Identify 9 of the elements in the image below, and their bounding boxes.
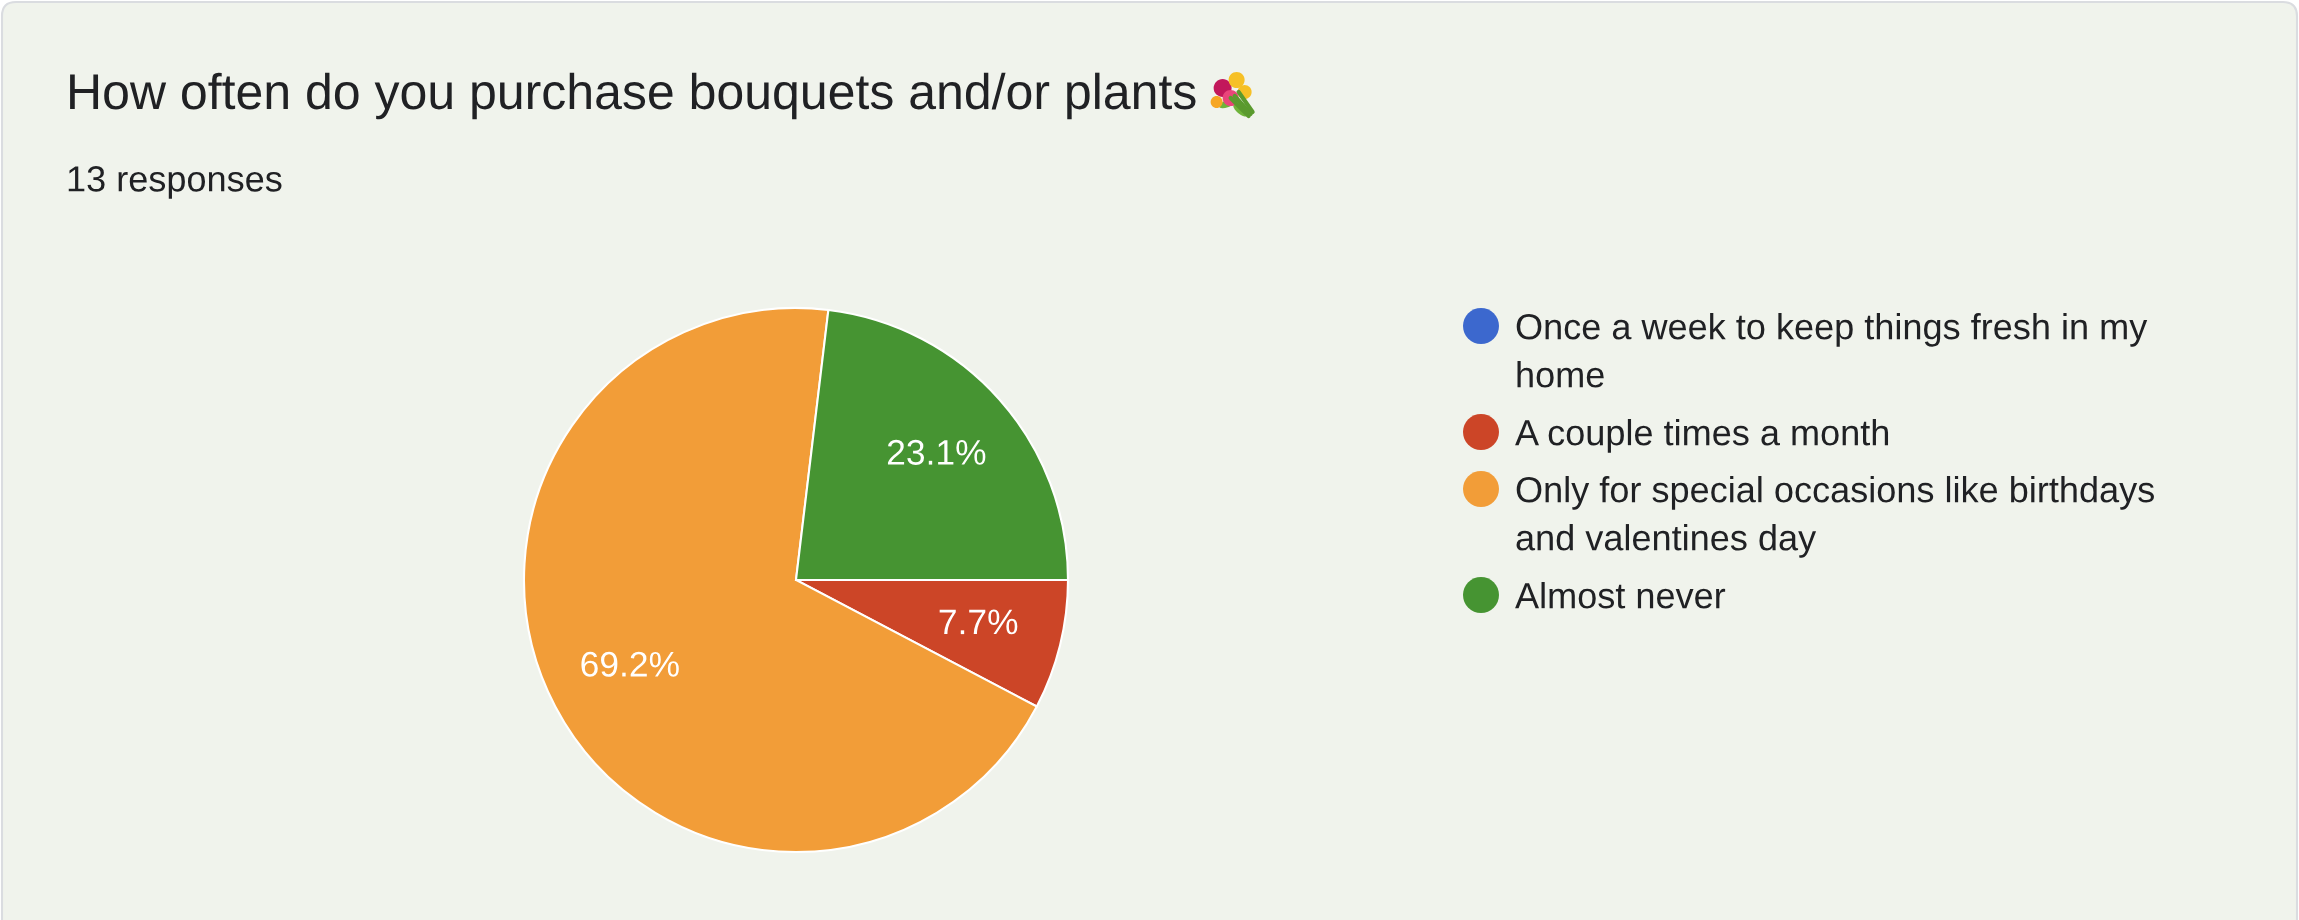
data-label: 69.2% bbox=[581, 651, 679, 677]
chart-title: How often do you purchase bouquets and/or plants bbox=[70, 72, 1196, 120]
legend-label: Almost never bbox=[1515, 582, 1726, 609]
data-label: 23.1% bbox=[887, 439, 986, 465]
legend-label: Once a week to keep things fresh in my home bbox=[1516, 313, 2148, 388]
legend-label: A couple times a month bbox=[1515, 419, 1889, 453]
text: 13 responses bbox=[68, 166, 282, 199]
data-label: 7.7% bbox=[939, 609, 1018, 635]
legend-label: Only for special occasions like birthdays and valentines day bbox=[1516, 476, 2154, 558]
